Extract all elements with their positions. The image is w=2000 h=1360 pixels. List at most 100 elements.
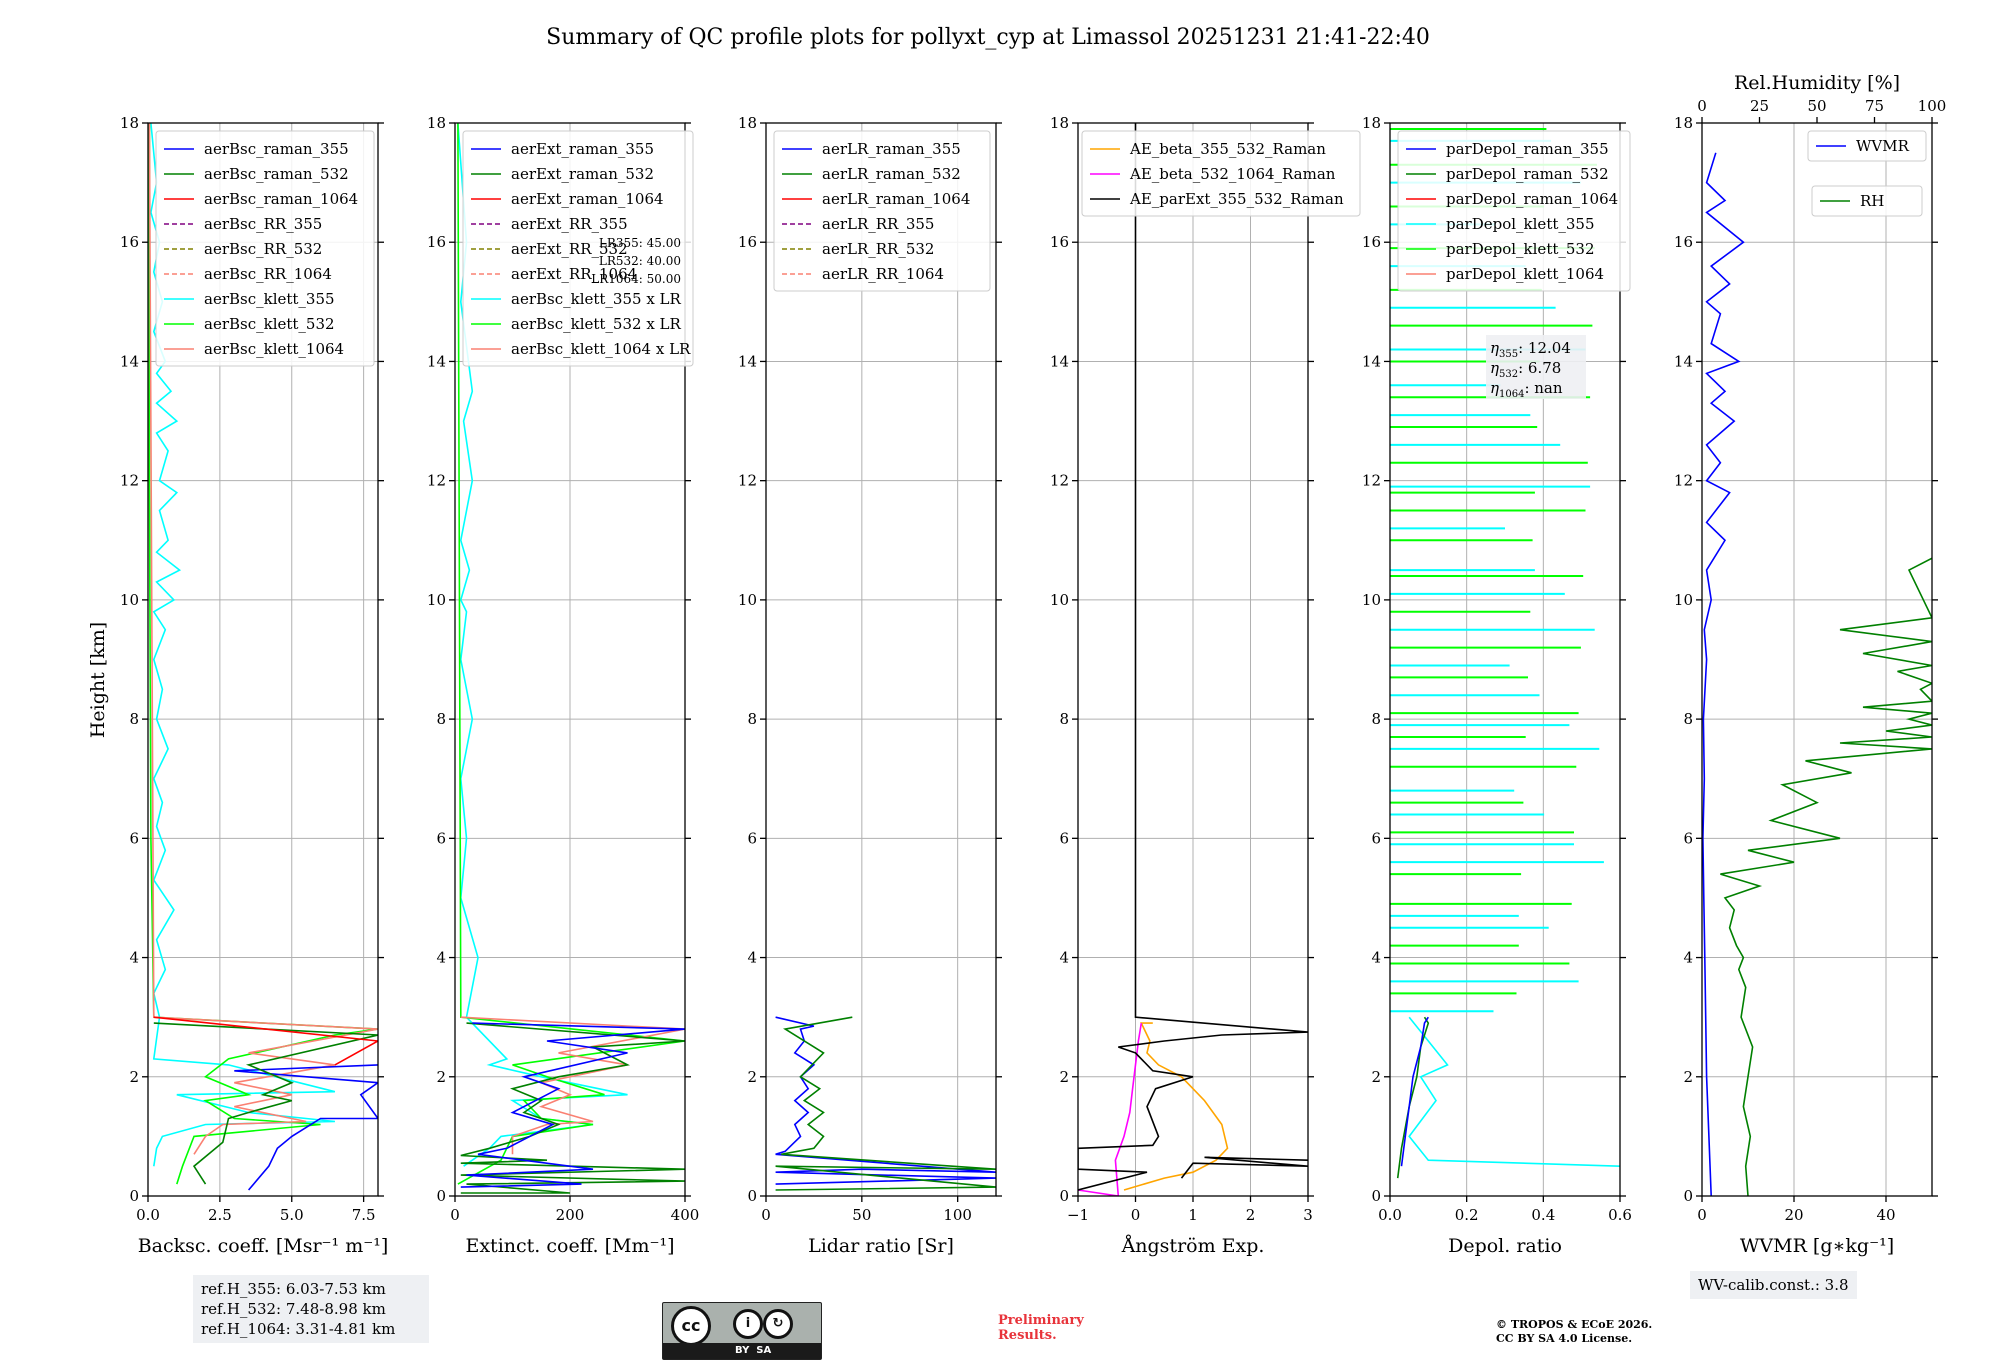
y-tick-label: 4	[1683, 949, 1693, 967]
lidar-ratio-note: LR355: 45.00	[599, 236, 681, 250]
y-tick-label: 2	[1371, 1068, 1381, 1086]
series-rh	[1720, 557, 1932, 1196]
copyright-note: © TROPOS & ECoE 2026. CC BY SA 4.0 Licen…	[1496, 1318, 1652, 1346]
y-tick-label: 14	[427, 352, 446, 370]
x-tick-label: 7.5	[352, 1206, 376, 1224]
preliminary-line-1: Preliminary	[998, 1313, 1084, 1328]
legend-label: aerExt_raman_1064	[511, 190, 664, 208]
legend-label: aerExt_raman_532	[511, 165, 654, 183]
y-tick-label: 6	[436, 829, 446, 847]
x-axis-label: WVMR [g∗kg⁻¹]	[1740, 1235, 1894, 1257]
x-tick-label: 50	[852, 1206, 871, 1224]
series-aerlr-raman-355	[775, 1016, 996, 1185]
eta-annotation: η1064: nan	[1490, 379, 1563, 400]
series-aerbsc-raman-1064	[153, 1016, 378, 1066]
x-tick-label: 0.2	[1455, 1206, 1479, 1224]
legend-label: parDepol_klett_532	[1446, 240, 1595, 258]
cc-icon: cc	[671, 1306, 711, 1346]
legend-label: WVMR	[1856, 137, 1910, 155]
eta-box	[1486, 335, 1586, 399]
y-tick-label: 8	[1683, 710, 1693, 728]
plot-area	[1702, 152, 1932, 1196]
legend: parDepol_raman_355 parDepol_raman_532 parD…	[1397, 130, 1631, 292]
series-aerbsc-raman-355	[234, 1064, 378, 1191]
y-tick-label: 4	[747, 949, 757, 967]
lidar-ratio-note: LR532: 40.00	[599, 254, 681, 268]
y-tick-label: 18	[120, 114, 139, 132]
legend-label: parDepol_raman_355	[1446, 140, 1609, 158]
x2-tick-label: 0	[1697, 97, 1707, 115]
series-ae-beta-532-1064-raman	[1078, 1022, 1143, 1196]
series-aerext-raman-532	[460, 1022, 685, 1194]
preliminary-line-2: Results.	[998, 1328, 1057, 1343]
legend-label: aerBsc_RR_532	[204, 240, 322, 258]
y-tick-label: 6	[129, 829, 139, 847]
y-tick-label: 14	[120, 352, 139, 370]
y-tick-label: 4	[436, 949, 446, 967]
legend-label: aerLR_RR_1064	[822, 265, 944, 283]
x2-tick-label: 50	[1807, 97, 1826, 115]
series-aerlr-raman-532	[775, 1016, 996, 1191]
eta-annotation: η532: 6.78	[1490, 359, 1561, 380]
y-tick-label: 0	[129, 1187, 139, 1205]
y-tick-label: 10	[1362, 591, 1381, 609]
x-tick-label: −1	[1067, 1206, 1089, 1224]
legend: aerExt_raman_355 aerExt_raman_532 aerExt_r…	[462, 130, 694, 367]
copyright-line-2: CC BY SA 4.0 License.	[1496, 1332, 1633, 1345]
legend-label: parDepol_raman_1064	[1446, 190, 1618, 208]
x-tick-label: 200	[556, 1206, 585, 1224]
legend-label: aerBsc_RR_1064	[204, 265, 332, 283]
x-tick-label: 0.4	[1531, 1206, 1555, 1224]
x-tick-label: 0	[1131, 1206, 1141, 1224]
x-tick-label: 2.5	[208, 1206, 232, 1224]
x-tick-label: 1	[1188, 1206, 1198, 1224]
y-tick-label: 10	[1674, 591, 1693, 609]
y-tick-label: 2	[1059, 1068, 1069, 1086]
legend-label: aerBsc_raman_1064	[204, 190, 358, 208]
series-ae-parext-355-532-raman-upper	[1180, 1156, 1308, 1179]
y-tick-label: 18	[1050, 114, 1069, 132]
y-tick-label: 8	[129, 710, 139, 728]
axes-frame	[147, 122, 379, 1197]
x-tick-label: 20	[1784, 1206, 1803, 1224]
y-tick-label: 14	[1050, 352, 1069, 370]
x2-axis-label: Rel.Humidity [%]	[1734, 72, 1900, 94]
y-tick-label: 2	[436, 1068, 446, 1086]
series-aerbsc-klett-355-x-lr	[457, 123, 628, 1167]
plot-area	[775, 1016, 996, 1191]
y-tick-label: 18	[1362, 114, 1381, 132]
legend-label: AE_beta_532_1064_Raman	[1129, 165, 1336, 183]
plot-area	[148, 123, 378, 1191]
x-tick-label: 100	[943, 1206, 972, 1224]
lidar-ratio-note: LR1064: 50.00	[591, 272, 681, 286]
legend-box	[1807, 130, 1927, 162]
legend-label: aerBsc_raman_532	[204, 165, 349, 183]
cc-license-badge[interactable]: cc i ↻ BY SA	[662, 1302, 822, 1360]
y-tick-label: 6	[1059, 829, 1069, 847]
x-tick-label: 2	[1246, 1206, 1256, 1224]
x-tick-label: 400	[671, 1206, 700, 1224]
y-tick-label: 16	[1674, 233, 1693, 251]
legend-label: aerLR_raman_1064	[822, 190, 970, 208]
y-tick-label: 16	[427, 233, 446, 251]
series-aerext-raman-355	[460, 1022, 685, 1188]
series-aerbsc-klett-355	[150, 123, 336, 1167]
panel-2: 0 2 4 6 8 10 12 14 16 18 0 200 400 Extinct. coeff. [M…	[427, 114, 699, 1257]
x-axis-label: Extinct. coeff. [Mm⁻¹]	[465, 1235, 674, 1257]
y-axis-label: Height [km]	[87, 622, 109, 738]
x-axis-label: Ångström Exp.	[1121, 1235, 1265, 1257]
y-tick-label: 14	[738, 352, 757, 370]
by-icon: i	[733, 1309, 763, 1339]
legend-label: parDepol_klett_355	[1446, 215, 1595, 233]
y-tick-label: 18	[1674, 114, 1693, 132]
y-tick-label: 14	[1362, 352, 1381, 370]
preliminary-note: Preliminary Results.	[998, 1313, 1084, 1343]
series-ae-beta-355-532-raman	[1123, 1022, 1229, 1191]
y-tick-label: 10	[427, 591, 446, 609]
x2-tick-label: 75	[1865, 97, 1884, 115]
x-tick-label: 3	[1303, 1206, 1313, 1224]
panel-1: 0 2 4 6 8 10 12 14 16 18 0.0 2.5 5.0 7.5 Backsc. coeff…	[120, 114, 388, 1257]
legend: WVMR RH	[1807, 130, 1927, 217]
legend-label: aerExt_RR_532	[511, 240, 628, 258]
